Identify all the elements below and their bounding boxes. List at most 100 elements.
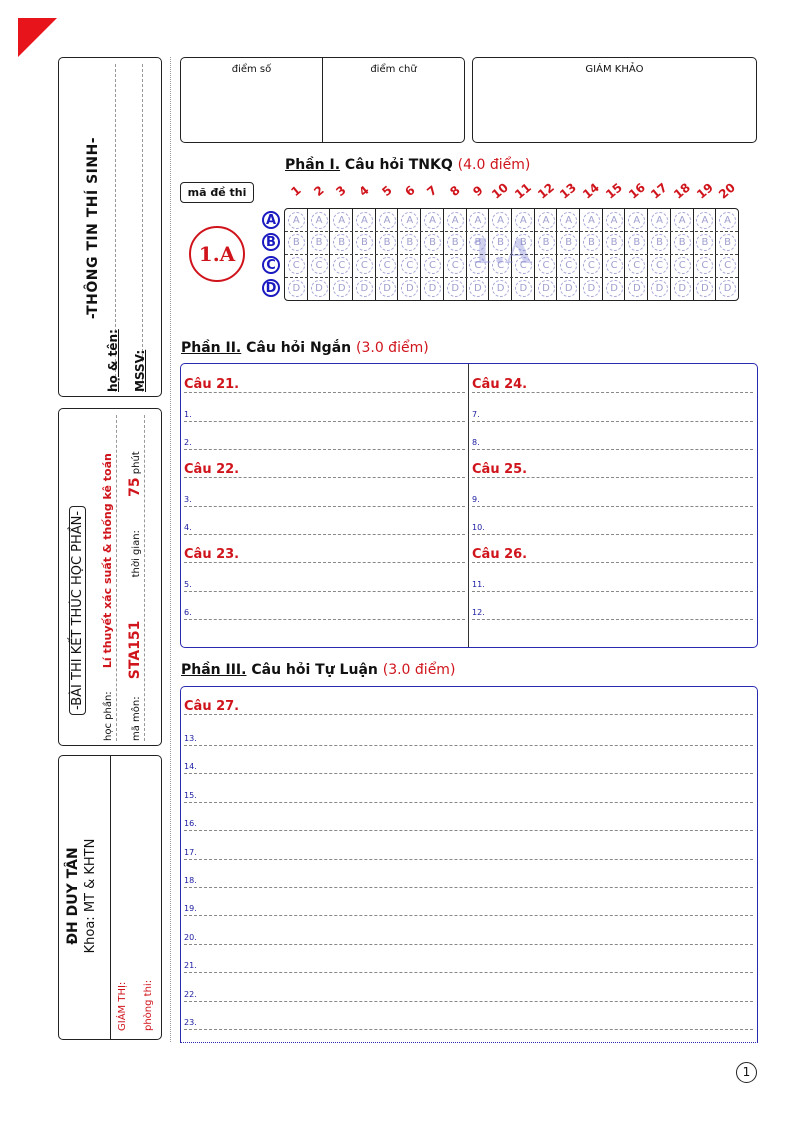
answer-bubble[interactable]: C (287, 257, 305, 274)
answer-bubble[interactable]: C (492, 257, 510, 274)
answer-bubble[interactable]: D (696, 280, 714, 297)
answer-bubble[interactable]: D (310, 280, 328, 297)
answer-line[interactable]: 1. (184, 410, 465, 422)
answer-line[interactable]: 14. (184, 762, 753, 775)
answer-bubble[interactable]: D (492, 280, 510, 297)
answer-bubble[interactable]: B (378, 234, 396, 251)
answer-bubble[interactable]: D (651, 280, 668, 297)
answer-line[interactable]: 18. (184, 876, 753, 888)
answer-bubble[interactable]: D (537, 280, 555, 297)
answer-bubble[interactable]: D (446, 280, 464, 297)
answer-line[interactable]: 15. (184, 791, 753, 803)
answer-bubble[interactable]: B (719, 234, 737, 251)
answer-line[interactable]: 3. (184, 495, 465, 507)
answer-bubble[interactable]: A (378, 212, 396, 229)
answer-bubble[interactable]: A (605, 212, 623, 229)
score-word-cell[interactable]: điểm chữ (323, 58, 464, 142)
answer-bubble[interactable]: B (673, 234, 691, 251)
answer-bubble[interactable]: B (287, 234, 305, 251)
answer-bubble[interactable]: A (469, 212, 487, 229)
answer-bubble[interactable]: D (287, 280, 305, 297)
answer-bubble[interactable]: B (605, 234, 623, 251)
answer-bubble[interactable]: B (537, 234, 555, 251)
answer-bubble[interactable]: D (514, 280, 532, 297)
answer-bubble[interactable]: A (424, 212, 441, 229)
answer-line[interactable]: 4. (184, 523, 465, 535)
answer-bubble[interactable]: B (560, 234, 578, 251)
answer-bubble[interactable]: A (537, 212, 555, 229)
answer-line[interactable]: 20. (184, 933, 753, 945)
answer-bubble[interactable]: B (424, 234, 441, 251)
answer-bubble[interactable]: C (469, 257, 487, 274)
answer-bubble[interactable]: C (673, 257, 691, 274)
answer-bubble[interactable]: D (605, 280, 623, 297)
answer-line[interactable]: 12. (472, 608, 753, 620)
answer-bubble[interactable]: B (492, 234, 510, 251)
answer-line[interactable]: 7. (472, 410, 753, 422)
answer-bubble[interactable]: D (378, 280, 396, 297)
answer-bubble[interactable]: D (424, 280, 441, 297)
answer-bubble[interactable]: D (560, 280, 578, 297)
answer-bubble[interactable]: C (333, 257, 351, 274)
answer-bubble[interactable]: B (514, 234, 532, 251)
answer-bubble[interactable]: C (378, 257, 396, 274)
answer-line[interactable]: 23. (184, 1018, 753, 1030)
answer-bubble[interactable]: B (355, 234, 373, 251)
answer-bubble[interactable]: A (651, 212, 668, 229)
answer-line[interactable]: 2. (184, 438, 465, 450)
answer-bubble[interactable]: B (446, 234, 464, 251)
answer-bubble[interactable]: C (537, 257, 555, 274)
examiner-box[interactable]: GIÁM KHẢO (472, 57, 757, 143)
answer-bubble[interactable]: A (333, 212, 351, 229)
answer-line[interactable]: 6. (184, 608, 465, 620)
answer-line[interactable]: 21. (184, 961, 753, 974)
answer-line[interactable]: 11. (472, 580, 753, 592)
answer-bubble[interactable]: A (401, 212, 419, 229)
answer-bubble[interactable]: A (673, 212, 691, 229)
student-id-field[interactable]: MSSV: (129, 64, 147, 392)
answer-bubble[interactable]: B (401, 234, 419, 251)
answer-bubble[interactable]: B (628, 234, 646, 251)
answer-bubble[interactable]: C (401, 257, 419, 274)
answer-bubble[interactable]: A (719, 212, 737, 229)
name-field[interactable]: họ & tên: (102, 64, 120, 392)
answer-bubble[interactable]: D (469, 280, 487, 297)
answer-bubble[interactable]: A (514, 212, 532, 229)
answer-bubble[interactable]: D (628, 280, 646, 297)
answer-line[interactable]: 22. (184, 990, 753, 1002)
answer-bubble[interactable]: A (560, 212, 578, 229)
answer-line[interactable]: 13. (184, 734, 753, 746)
answer-bubble[interactable]: C (582, 257, 600, 274)
answer-bubble[interactable]: C (514, 257, 532, 274)
answer-bubble[interactable]: A (582, 212, 600, 229)
answer-line[interactable]: 16. (184, 819, 753, 832)
answer-bubble[interactable]: A (696, 212, 714, 229)
answer-line[interactable]: 10. (472, 523, 753, 535)
answer-bubble[interactable]: A (492, 212, 510, 229)
answer-bubble[interactable]: B (333, 234, 351, 251)
answer-bubble[interactable]: A (310, 212, 328, 229)
answer-bubble[interactable]: C (651, 257, 668, 274)
answer-bubble[interactable]: C (355, 257, 373, 274)
answer-line[interactable]: 19. (184, 904, 753, 917)
answer-bubble[interactable]: C (560, 257, 578, 274)
answer-bubble[interactable]: D (401, 280, 419, 297)
answer-bubble[interactable]: B (582, 234, 600, 251)
answer-bubble[interactable]: B (696, 234, 714, 251)
answer-bubble[interactable]: C (628, 257, 646, 274)
score-number-cell[interactable]: điểm số (181, 58, 323, 142)
answer-bubble[interactable]: A (287, 212, 305, 229)
answer-bubble[interactable]: D (673, 280, 691, 297)
answer-bubble[interactable]: A (355, 212, 373, 229)
answer-bubble[interactable]: D (719, 280, 737, 297)
answer-bubble[interactable]: C (605, 257, 623, 274)
answer-bubble[interactable]: D (333, 280, 351, 297)
answer-bubble[interactable]: B (469, 234, 487, 251)
answer-line[interactable]: 8. (472, 438, 753, 450)
answer-bubble[interactable]: A (628, 212, 646, 229)
answer-bubble[interactable]: B (310, 234, 328, 251)
answer-bubble[interactable]: A (446, 212, 464, 229)
answer-bubble[interactable]: C (696, 257, 714, 274)
answer-bubble[interactable]: D (582, 280, 600, 297)
answer-line[interactable]: 17. (184, 848, 753, 860)
